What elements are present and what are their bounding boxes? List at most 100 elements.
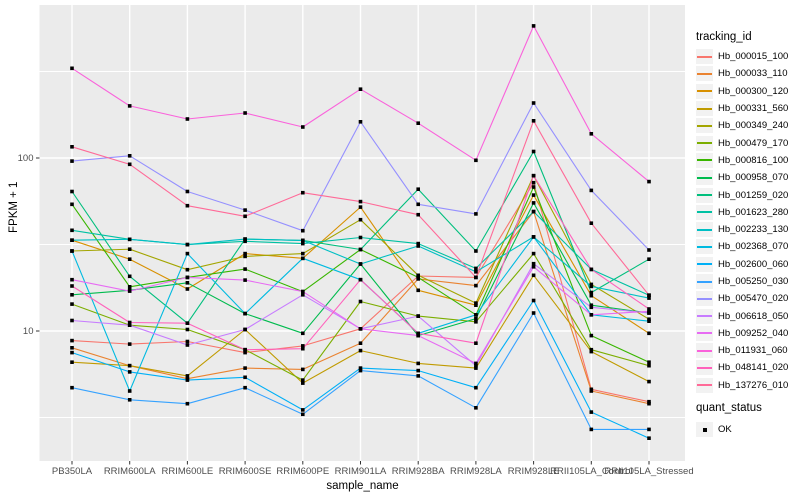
data-point (647, 427, 651, 432)
data-point (185, 189, 190, 194)
data-point (589, 188, 594, 193)
legend-entry-label: Hb_048141_020 (718, 362, 789, 374)
data-point (647, 309, 651, 314)
legend-entry-Hb_000015_100: Hb_000015_100 (696, 48, 788, 65)
data-point (416, 361, 420, 366)
data-point (531, 173, 536, 178)
legend-entry-Hb_011931_060: Hb_011931_060 (696, 342, 788, 359)
legend-entry-label: Hb_000300_120 (718, 85, 789, 97)
data-point (531, 101, 536, 105)
x-tick-label: RRIM928BA (392, 466, 445, 477)
legend-color-line (697, 297, 712, 300)
data-point (301, 190, 305, 195)
data-point (301, 378, 305, 382)
data-point (358, 348, 363, 353)
x-tick-label: RRII105LA_Control (550, 466, 632, 477)
legend-entry-label: Hb_011931_060 (718, 345, 788, 357)
legend-entry-Hb_000958_070: Hb_000958_070 (696, 169, 788, 186)
legend-entry-Hb_009252_040: Hb_009252_040 (696, 325, 788, 342)
legend-entry-Hb_000300_120: Hb_000300_120 (696, 83, 788, 100)
data-point (127, 389, 132, 393)
data-point (301, 293, 305, 297)
data-point (589, 132, 594, 136)
legend-color-line (697, 280, 712, 283)
data-point (185, 251, 190, 256)
data-point (70, 202, 74, 207)
data-point (127, 289, 132, 293)
legend-key-line (696, 360, 713, 376)
data-point (358, 327, 363, 331)
data-point (589, 427, 594, 432)
data-point (70, 350, 74, 355)
data-point (243, 208, 247, 212)
legend-entry-label: Hb_000816_100 (718, 154, 789, 166)
y-tick-label: 10 (23, 326, 34, 337)
data-point (127, 320, 132, 325)
legend-entry-Hb_002233_130: Hb_002233_130 (696, 221, 788, 238)
data-point (243, 278, 247, 282)
data-point (358, 262, 363, 266)
data-point (416, 273, 420, 278)
data-point (589, 389, 594, 393)
data-point (243, 366, 247, 370)
data-point (185, 401, 190, 406)
data-point (243, 347, 247, 352)
data-point (301, 289, 305, 294)
legend-color-line (697, 228, 712, 231)
data-point (416, 202, 420, 207)
legend-color-line (697, 142, 712, 145)
data-point (474, 212, 478, 216)
data-point (416, 275, 420, 280)
data-point (358, 199, 363, 204)
data-point (531, 24, 536, 28)
x-tick-label: RRIM600LA (104, 466, 156, 477)
legend-entry-quant-status: OK (696, 421, 732, 438)
data-point (70, 346, 74, 350)
data-point (243, 254, 247, 259)
legend-color-line (697, 315, 712, 318)
data-point (647, 360, 651, 364)
legend-key-line (696, 274, 713, 289)
data-point (647, 399, 651, 404)
data-point (647, 257, 651, 261)
data-point (416, 212, 420, 217)
legend-entry-label: Hb_000958_070 (718, 172, 789, 184)
legend-entry-Hb_001623_280: Hb_001623_280 (696, 204, 788, 221)
data-point (70, 277, 74, 282)
data-point (243, 251, 247, 256)
legend-key-line (696, 170, 713, 186)
data-point (416, 121, 420, 125)
data-point (531, 149, 536, 154)
x-tick-label: RRIM928LE (508, 466, 560, 477)
data-point (301, 228, 305, 233)
data-point (301, 381, 305, 385)
data-point (474, 283, 478, 288)
legend-entry-Hb_005250_030: Hb_005250_030 (696, 273, 788, 290)
data-point (185, 378, 190, 382)
legend-entry-Hb_002600_060: Hb_002600_060 (696, 256, 788, 273)
data-point (531, 180, 536, 185)
legend-entry-Hb_000816_100: Hb_000816_100 (696, 152, 788, 169)
data-point (70, 228, 74, 233)
legend-color-line (697, 90, 712, 93)
legend-key-line (696, 222, 713, 238)
data-point (416, 368, 420, 373)
legend-title-quant-status: quant_status (696, 402, 762, 414)
data-point (185, 287, 190, 291)
data-point (185, 321, 190, 325)
black-square-marker (702, 427, 707, 432)
data-point (70, 284, 74, 288)
data-point (647, 379, 651, 384)
data-point (647, 436, 651, 440)
legend-color-line (697, 107, 712, 110)
data-point (185, 374, 190, 378)
legend-items-quant-status: OK (696, 421, 732, 438)
legend-color-line (697, 366, 712, 369)
data-point (531, 311, 536, 315)
data-point (127, 342, 132, 346)
legend-color-line (697, 159, 712, 162)
data-point (70, 338, 74, 343)
data-point (70, 249, 74, 253)
data-point (301, 238, 305, 243)
data-point (474, 320, 478, 324)
